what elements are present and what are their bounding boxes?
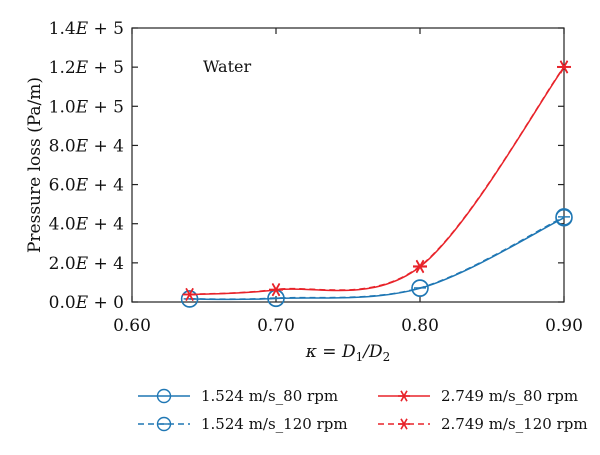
legend-label: 1.524 m/s_120 rpm — [201, 415, 348, 433]
y-tick-label: 6.0E + 4 — [49, 176, 124, 196]
asterisk-marker-d2 — [400, 390, 408, 402]
series-line — [189, 66, 565, 296]
legend-label: 2.749 m/s_120 rpm — [441, 415, 588, 433]
y-tick-label: 1.2E + 5 — [49, 58, 124, 78]
y-tick-label: 2.0E + 4 — [49, 254, 124, 274]
legend: 1.524 m/s_80 rpm 1.524 m/s_120 rpm 2.749 m… — [138, 387, 588, 433]
x-axis-title: κ = D1/D2 — [305, 342, 390, 364]
series-2-749-m-s-120-rpm — [182, 60, 571, 301]
asterisk-marker-d2 — [559, 60, 569, 74]
asterisk-marker-d2 — [400, 418, 408, 430]
y-axis: 0.0E + 0 2.0E + 4 4.0E + 4 6.0E + 4 8.0E + 4… — [49, 19, 564, 313]
legend-label: 1.524 m/s_80 rpm — [201, 387, 338, 405]
circle-marker — [180, 290, 199, 308]
x-tick-label: 0.90 — [545, 316, 583, 336]
x-tick-label: 0.80 — [401, 316, 439, 336]
x-axis: 0.60 0.70 0.80 0.90 — [113, 28, 583, 336]
legend-label: 2.749 m/s_80 rpm — [441, 387, 578, 405]
y-axis-title: Pressure loss (Pa/m) — [25, 77, 45, 253]
y-tick-label: 1.4E + 5 — [49, 19, 124, 39]
x-tick-label: 0.60 — [113, 316, 151, 336]
series-2-749-m-s-80-rpm — [182, 60, 571, 302]
circle-marker — [555, 208, 573, 226]
legend-item: 2.749 m/s_120 rpm — [378, 415, 588, 433]
circle-marker — [156, 388, 172, 404]
circle-marker — [411, 279, 429, 297]
y-tick-label: 1.0E + 5 — [49, 97, 124, 117]
legend-item: 1.524 m/s_80 rpm — [138, 387, 338, 405]
legend-item: 2.749 m/s_80 rpm — [378, 387, 578, 405]
y-tick-label: 0.0E + 0 — [49, 293, 124, 313]
series-layer — [180, 60, 573, 308]
asterisk-marker-d2 — [185, 287, 194, 301]
series-line — [189, 216, 565, 300]
y-tick-label: 4.0E + 4 — [49, 215, 124, 235]
plot-frame — [131, 27, 565, 303]
series-line — [189, 66, 565, 296]
asterisk-marker-d2 — [271, 283, 281, 296]
legend-item: 1.524 m/s_120 rpm — [138, 415, 348, 433]
y-tick-label: 8.0E + 4 — [49, 136, 124, 156]
asterisk-marker-d2 — [415, 259, 425, 273]
water-annotation: Water — [203, 57, 251, 76]
circle-marker — [156, 416, 172, 432]
x-tick-label: 0.70 — [257, 316, 295, 336]
